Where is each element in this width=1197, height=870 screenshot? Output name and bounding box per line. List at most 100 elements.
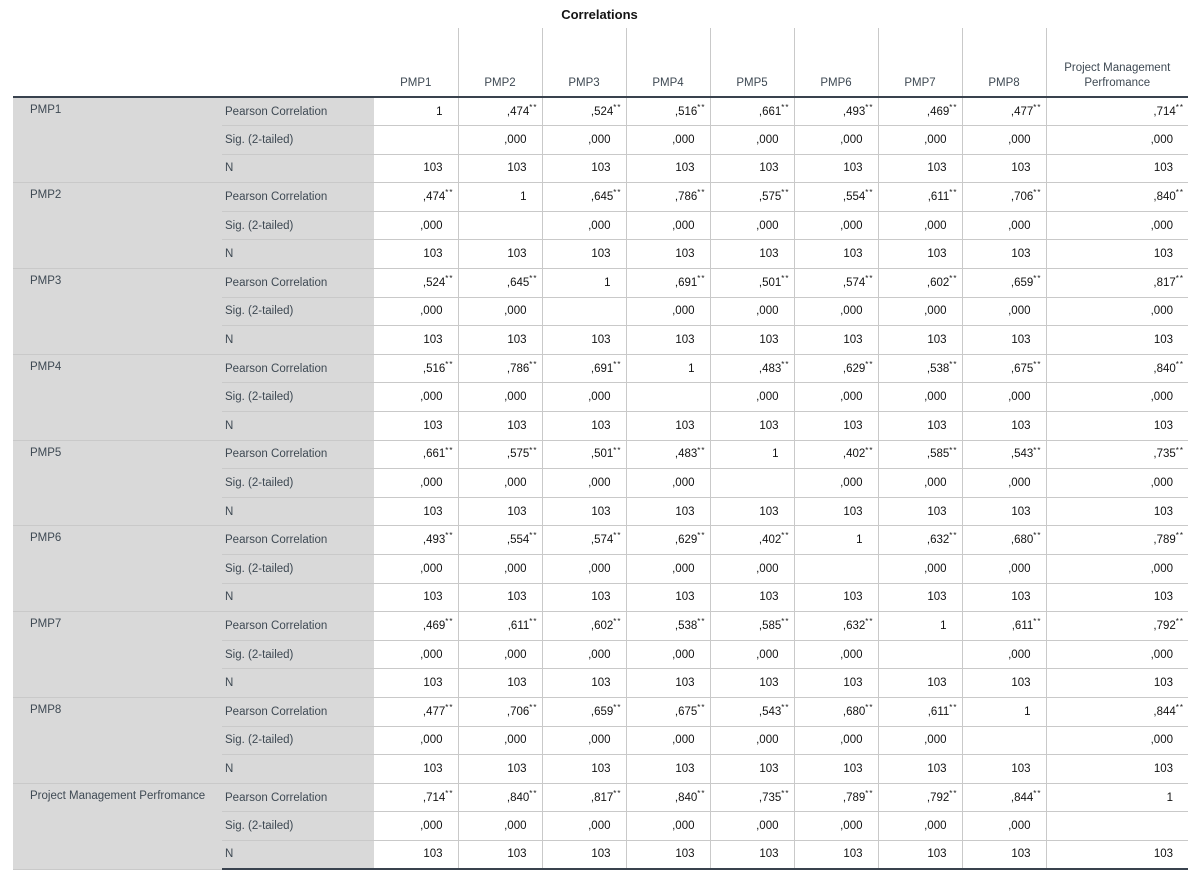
significance-asterisks: ** bbox=[949, 702, 958, 712]
table-title: Correlations bbox=[561, 7, 638, 22]
value-cell: ,789** bbox=[793, 783, 878, 813]
significance-asterisks: ** bbox=[1175, 102, 1184, 112]
significance-asterisks: ** bbox=[613, 702, 622, 712]
value-cell: ,840** bbox=[457, 783, 542, 813]
value-cell: ,645** bbox=[541, 182, 626, 212]
value-cell: 103 bbox=[1045, 239, 1188, 270]
value-cell: 103 bbox=[709, 411, 794, 441]
table-row: PMP3 Pearson Correlation ,524** ,645** 1,691… bbox=[13, 268, 1188, 355]
value-cell: 103 bbox=[374, 840, 458, 870]
significance-asterisks: ** bbox=[865, 102, 874, 112]
value-cell: 103 bbox=[1045, 583, 1188, 613]
table-row: PMP8 Pearson Correlation ,477** ,706** ,659*… bbox=[13, 697, 1188, 784]
value-cell: 103 bbox=[793, 840, 878, 870]
value-cell: ,735** bbox=[709, 783, 794, 813]
significance-asterisks: ** bbox=[445, 788, 454, 798]
value-cell: ,675** bbox=[625, 697, 710, 727]
value-cell: ,554** bbox=[457, 525, 542, 555]
value-cell: ,000 bbox=[709, 382, 794, 413]
value-cell: ,477** bbox=[961, 97, 1046, 127]
value-cell: ,000 bbox=[793, 640, 878, 670]
value-cell: ,000 bbox=[877, 468, 962, 498]
value-cell: 103 bbox=[709, 583, 794, 613]
value-cell: ,000 bbox=[457, 297, 542, 327]
significance-asterisks: ** bbox=[781, 531, 790, 541]
statistic-label: Pearson Correlation bbox=[222, 783, 374, 813]
value-cell: ,000 bbox=[961, 554, 1046, 584]
value-cell: 103 bbox=[541, 497, 626, 527]
significance-asterisks: ** bbox=[1033, 359, 1042, 369]
value-cell: ,000 bbox=[541, 382, 626, 413]
correlations-table: PMP1 PMP2 PMP3 PMP4 PMP5 PMP6 PMP7 PMP8 Project … bbox=[13, 28, 1188, 870]
table-row: PMP5 Pearson Correlation ,661** ,575** ,501*… bbox=[13, 440, 1188, 527]
statistic-label: Pearson Correlation bbox=[222, 354, 374, 384]
table-row: N 103 103 103 103 103 103 103 103 103 bbox=[13, 668, 1188, 698]
value-cell bbox=[877, 640, 962, 670]
value-cell: ,469** bbox=[374, 611, 458, 641]
significance-asterisks: ** bbox=[445, 359, 454, 369]
value-cell bbox=[374, 125, 458, 155]
value-cell: 103 bbox=[541, 411, 626, 441]
statistic-label: Sig. (2-tailed) bbox=[222, 211, 374, 241]
value-cell: ,629** bbox=[793, 354, 878, 384]
value-cell: 103 bbox=[374, 239, 458, 270]
table-row: Sig. (2-tailed) ,000,000,000,000,000,000,… bbox=[13, 297, 1188, 327]
statistic-label: N bbox=[222, 840, 374, 870]
value-cell: 103 bbox=[961, 239, 1046, 270]
significance-asterisks: ** bbox=[445, 617, 454, 627]
value-cell: ,000 bbox=[961, 382, 1046, 413]
value-cell: ,000 bbox=[793, 297, 878, 327]
value-cell: 103 bbox=[877, 154, 962, 184]
table-header: PMP1 PMP2 PMP3 PMP4 PMP5 PMP6 PMP7 PMP8 Project … bbox=[13, 28, 1188, 98]
value-cell: 1 bbox=[877, 611, 962, 641]
significance-asterisks: ** bbox=[613, 188, 622, 198]
value-cell: ,000 bbox=[625, 811, 710, 841]
value-cell: 103 bbox=[877, 840, 962, 870]
value-cell: 103 bbox=[709, 154, 794, 184]
value-cell: ,000 bbox=[709, 811, 794, 841]
value-cell bbox=[709, 468, 794, 498]
value-cell: ,840** bbox=[625, 783, 710, 813]
value-cell: ,501** bbox=[709, 268, 794, 298]
value-cell: ,000 bbox=[541, 468, 626, 498]
statistic-label: N bbox=[222, 154, 374, 184]
statistic-label: N bbox=[222, 239, 374, 270]
value-cell: ,680** bbox=[793, 697, 878, 727]
row-variable-label: PMP3 bbox=[13, 268, 222, 355]
row-variable-label: PMP2 bbox=[13, 182, 222, 270]
value-cell: 103 bbox=[961, 154, 1046, 184]
value-cell: 103 bbox=[877, 497, 962, 527]
value-cell: ,000 bbox=[457, 382, 542, 413]
value-cell: ,840** bbox=[1045, 354, 1188, 384]
table-row: N 103 103 103 103 103 103 103 103 103 bbox=[13, 411, 1188, 441]
value-cell: ,000 bbox=[457, 554, 542, 584]
value-cell: 103 bbox=[1045, 754, 1188, 784]
table-row: PMP7 Pearson Correlation ,469** ,611** ,602*… bbox=[13, 611, 1188, 698]
value-cell: ,000 bbox=[541, 554, 626, 584]
value-cell: 103 bbox=[961, 497, 1046, 527]
value-cell: 103 bbox=[625, 154, 710, 184]
table-row: Sig. (2-tailed) ,000,000,000,000,000,000,… bbox=[13, 811, 1188, 841]
value-cell: ,000 bbox=[1045, 468, 1188, 498]
significance-asterisks: ** bbox=[1033, 531, 1042, 541]
value-cell: ,000 bbox=[374, 297, 458, 327]
value-cell: ,474** bbox=[457, 97, 542, 127]
value-cell: ,574** bbox=[541, 525, 626, 555]
value-cell: ,611** bbox=[877, 182, 962, 212]
value-cell: 103 bbox=[625, 754, 710, 784]
value-cell: 103 bbox=[457, 154, 542, 184]
significance-asterisks: ** bbox=[949, 274, 958, 284]
significance-asterisks: ** bbox=[1033, 445, 1042, 455]
value-cell: 103 bbox=[793, 754, 878, 784]
table-row: Sig. (2-tailed) ,000,000,000,000,000,000,… bbox=[13, 468, 1188, 498]
value-cell: 103 bbox=[374, 154, 458, 184]
significance-asterisks: ** bbox=[613, 102, 622, 112]
value-cell: ,516** bbox=[374, 354, 458, 384]
value-cell: ,786** bbox=[457, 354, 542, 384]
significance-asterisks: ** bbox=[445, 274, 454, 284]
significance-asterisks: ** bbox=[949, 445, 958, 455]
value-cell: ,000 bbox=[793, 811, 878, 841]
value-cell: ,645** bbox=[457, 268, 542, 298]
table-row: Sig. (2-tailed) ,000,000,000,000,000,000,… bbox=[13, 125, 1188, 155]
value-cell: 1 bbox=[1045, 783, 1188, 813]
